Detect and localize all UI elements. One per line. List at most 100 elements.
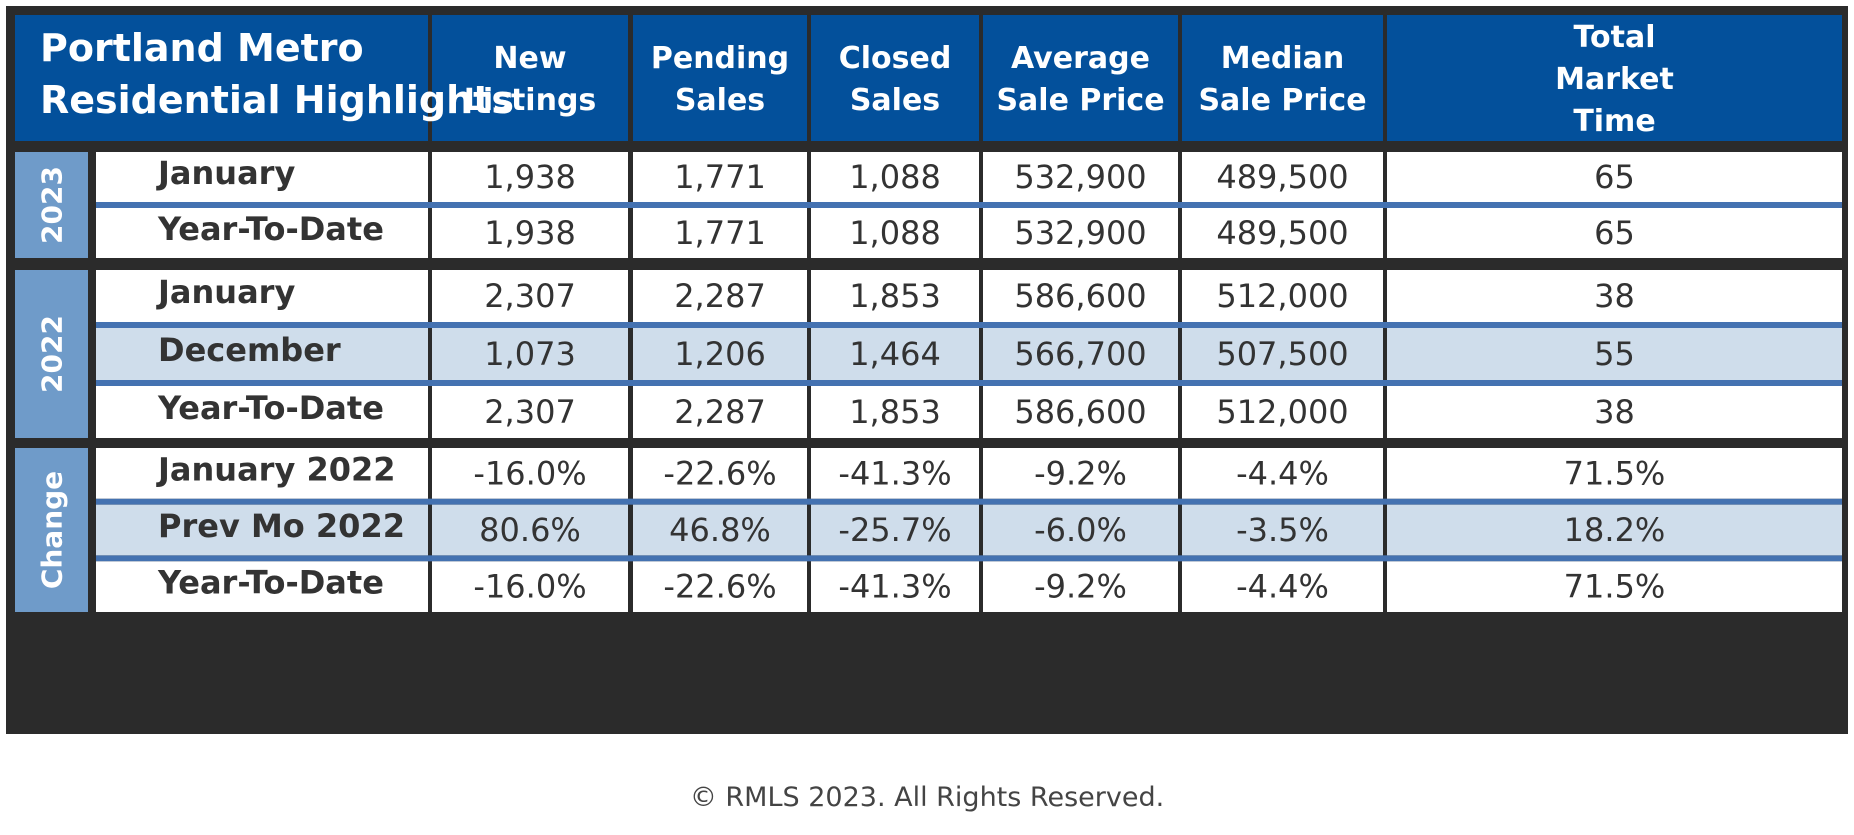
table-cell <box>983 386 1178 438</box>
column-header-line: Pending <box>651 41 789 76</box>
header-cell <box>1182 15 1383 141</box>
column-header-line: Sales <box>675 83 765 118</box>
cell-value: 46.8% <box>669 511 771 549</box>
table-cell <box>811 270 979 322</box>
cell-value: 71.5% <box>1564 568 1666 606</box>
cell-value: -4.4% <box>1236 568 1329 606</box>
table-cell <box>983 448 1178 499</box>
column-header-line: Sales <box>850 83 940 118</box>
table-cell <box>633 270 807 322</box>
table-cell <box>983 561 1178 612</box>
table-cell <box>983 504 1178 556</box>
cell-value: 489,500 <box>1216 158 1348 196</box>
cell-value: 1,853 <box>849 393 941 431</box>
row-divider <box>96 322 1842 328</box>
row-label-cell <box>96 270 428 322</box>
table-cell <box>1182 504 1383 556</box>
row-divider <box>96 202 1842 208</box>
cell-value: 532,900 <box>1014 158 1146 196</box>
cell-value: 38 <box>1594 277 1635 315</box>
table-cell <box>1387 448 1842 499</box>
cell-value: 1,771 <box>674 158 766 196</box>
row-label: Year-To-Date <box>157 389 384 427</box>
table-cell <box>1182 270 1383 322</box>
table-title-line: Portland Metro <box>40 26 364 70</box>
cell-value: 1,771 <box>674 214 766 252</box>
cell-value: 586,600 <box>1014 277 1146 315</box>
cell-value: -16.0% <box>473 454 586 492</box>
cell-value: 2,307 <box>484 277 576 315</box>
table-cell <box>432 208 628 258</box>
table-cell <box>432 386 628 438</box>
cell-value: -25.7% <box>838 511 951 549</box>
cell-value: 2,287 <box>674 277 766 315</box>
table-cell <box>811 152 979 202</box>
table-cell <box>1387 561 1842 612</box>
table-title-line: Residential Highlights <box>40 78 514 122</box>
cell-value: 512,000 <box>1216 393 1348 431</box>
table-cell <box>1182 386 1383 438</box>
table-cell <box>633 386 807 438</box>
cell-value: -41.3% <box>838 454 951 492</box>
cell-value: 2,287 <box>674 393 766 431</box>
row-divider <box>96 380 1842 386</box>
cell-value: 1,938 <box>484 214 576 252</box>
row-label: Year-To-Date <box>157 210 384 248</box>
table-cell <box>1387 386 1842 438</box>
table-cell <box>633 152 807 202</box>
column-header-line: Market <box>1555 62 1674 97</box>
row-label: January <box>156 273 295 311</box>
cell-value: 38 <box>1594 393 1635 431</box>
table-cell <box>633 328 807 380</box>
cell-value: 532,900 <box>1014 214 1146 252</box>
cell-value: -22.6% <box>663 454 776 492</box>
row-label-cell <box>96 328 428 380</box>
row-divider <box>96 498 1842 505</box>
cell-value: 65 <box>1594 214 1635 252</box>
table-cell <box>432 328 628 380</box>
row-label: January <box>156 154 295 192</box>
cell-value: -4.4% <box>1236 454 1329 492</box>
cell-value: 1,206 <box>674 335 766 373</box>
group-tab <box>15 152 88 258</box>
row-label-cell <box>96 448 428 499</box>
table-cell <box>633 448 807 499</box>
column-header-line: Median <box>1221 41 1345 76</box>
column-header-line: Average <box>1011 41 1150 76</box>
row-label-cell <box>96 208 428 258</box>
cell-value: -16.0% <box>473 568 586 606</box>
group-tab <box>15 270 88 438</box>
row-label: Year-To-Date <box>157 564 384 602</box>
table-cell <box>811 208 979 258</box>
table-cell <box>1182 328 1383 380</box>
cell-value: -9.2% <box>1034 568 1127 606</box>
table-cell <box>983 270 1178 322</box>
table-cell <box>1182 208 1383 258</box>
row-label-cell <box>96 561 428 612</box>
group-label: 2023 <box>36 166 69 244</box>
table-cell <box>1387 504 1842 556</box>
row-label-cell <box>96 386 428 438</box>
cell-value: 1,073 <box>484 335 576 373</box>
header-cell <box>432 15 628 141</box>
cell-value: -6.0% <box>1034 511 1127 549</box>
cell-value: 2,307 <box>484 393 576 431</box>
header-cell <box>633 15 807 141</box>
cell-value: -3.5% <box>1236 511 1329 549</box>
table-cell <box>432 270 628 322</box>
header-cell <box>1387 15 1842 141</box>
cell-value: -41.3% <box>838 568 951 606</box>
table-cell <box>1387 328 1842 380</box>
cell-value: 1,464 <box>849 335 941 373</box>
copyright-text: © RMLS 2023. All Rights Reserved. <box>690 782 1164 813</box>
table-cell <box>432 448 628 499</box>
column-header-line: Sale Price <box>996 83 1164 118</box>
cell-value: -22.6% <box>663 568 776 606</box>
header-cell <box>811 15 979 141</box>
column-header-line: Time <box>1573 104 1655 139</box>
table-cell <box>811 448 979 499</box>
table-cell <box>432 561 628 612</box>
table-cell <box>983 208 1178 258</box>
table-cell <box>983 328 1178 380</box>
table-cell <box>633 561 807 612</box>
